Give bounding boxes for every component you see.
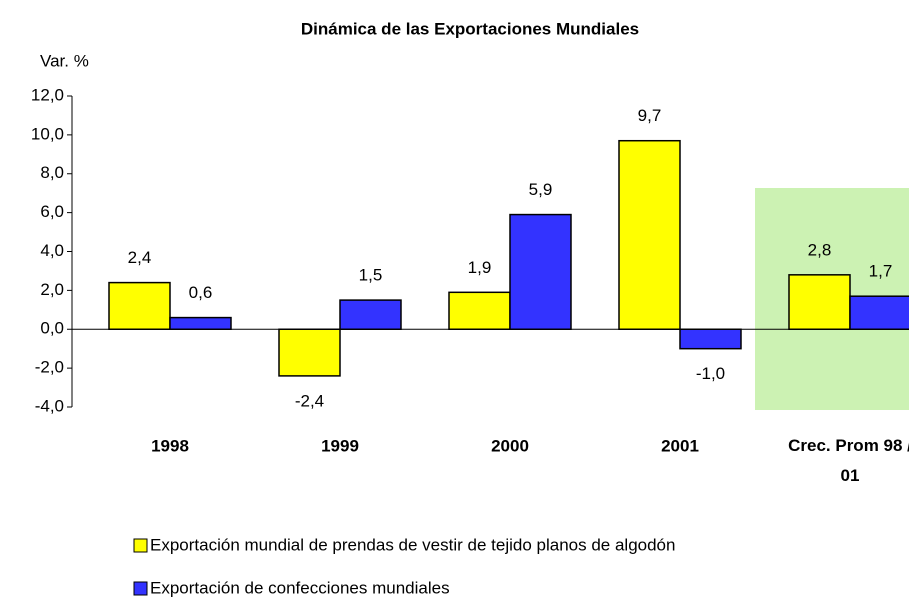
data-label: 2,8 <box>808 240 832 259</box>
x-tick-label: 1999 <box>321 436 359 455</box>
bar <box>509 213 572 331</box>
y-tick-label: 0,0 <box>40 319 64 338</box>
legend-swatch <box>133 581 148 596</box>
y-tick-label: 4,0 <box>40 241 64 260</box>
chart-title: Dinámica de las Exportaciones Mundiales <box>301 19 639 38</box>
bar <box>278 328 341 377</box>
bar <box>339 299 402 330</box>
data-label: 1,5 <box>359 266 383 285</box>
bar <box>679 328 742 350</box>
data-label: 2,4 <box>128 248 152 267</box>
bar <box>108 281 171 331</box>
y-tick-label: 10,0 <box>31 124 64 143</box>
legend-swatch <box>133 538 148 553</box>
x-tick-label: 1998 <box>151 436 189 455</box>
data-label: 1,7 <box>869 262 893 281</box>
y-axis-label: Var. % <box>40 51 89 70</box>
x-tick-label: Crec. Prom 98 /01 <box>788 436 909 485</box>
y-tick-label: -2,0 <box>35 358 64 377</box>
bar <box>849 295 909 330</box>
data-label: -1,0 <box>696 364 725 383</box>
data-label: 0,6 <box>189 283 213 302</box>
y-tick-label: 12,0 <box>31 85 64 104</box>
bar <box>448 291 511 331</box>
data-label: 9,7 <box>638 106 662 125</box>
data-label: 5,9 <box>529 180 553 199</box>
legend-label: Exportación mundial de prendas de vestir… <box>150 535 675 554</box>
y-tick-label: -4,0 <box>35 396 64 415</box>
y-tick-label: 6,0 <box>40 202 64 221</box>
data-label: -2,4 <box>295 391 324 410</box>
bar <box>788 274 851 331</box>
x-tick-label: 2000 <box>491 436 529 455</box>
legend-label: Exportación de confecciones mundiales <box>150 578 450 597</box>
x-tick-label: 2001 <box>661 436 699 455</box>
bar <box>618 139 681 330</box>
y-tick-label: 2,0 <box>40 280 64 299</box>
data-label: 1,9 <box>468 258 492 277</box>
y-tick-label: 8,0 <box>40 163 64 182</box>
bar <box>169 316 232 330</box>
